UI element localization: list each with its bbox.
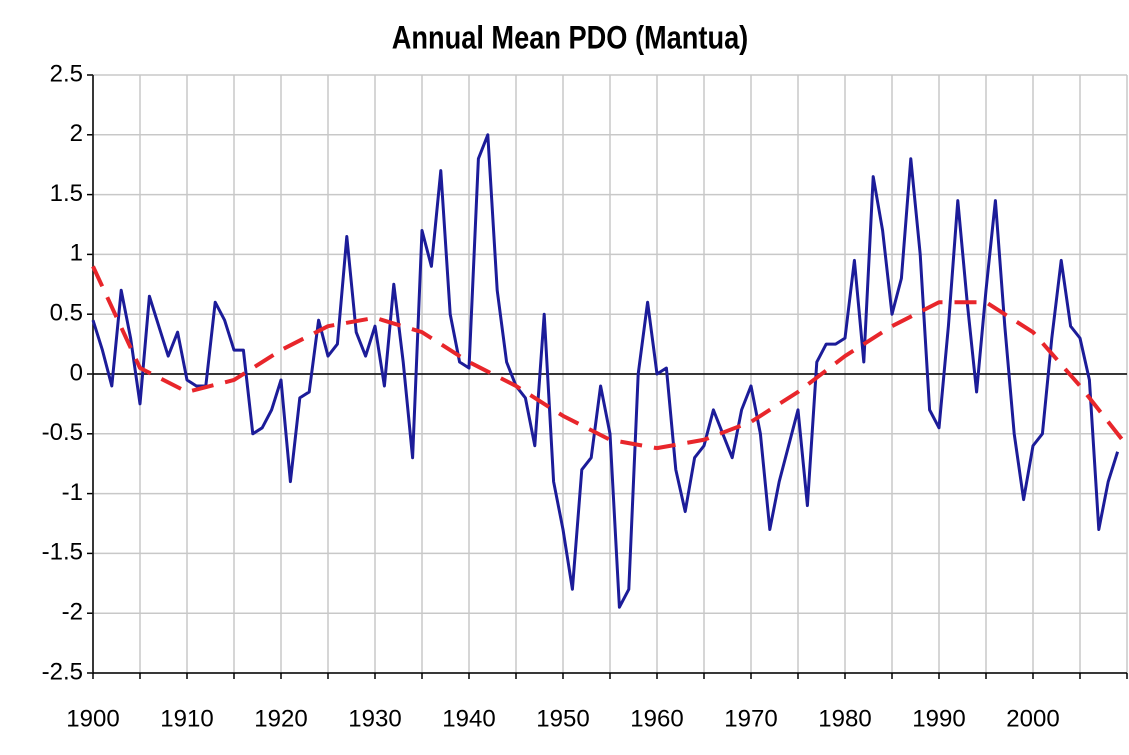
y-tick-label: 1.5 xyxy=(50,180,83,207)
y-tick-label: 0.5 xyxy=(50,300,83,327)
chart-title: Annual Mean PDO (Mantua) xyxy=(392,20,749,56)
x-tick-label: 1940 xyxy=(442,705,495,732)
data-line xyxy=(91,133,1120,609)
y-tick-label: -1.5 xyxy=(42,539,83,566)
y-tick-label: -0.5 xyxy=(42,419,83,446)
x-tick-label: 1960 xyxy=(630,705,683,732)
y-tick-label: 2.5 xyxy=(50,60,83,87)
x-tick-label: 1980 xyxy=(818,705,871,732)
x-tick-label: 1910 xyxy=(160,705,213,732)
x-tick-label: 1950 xyxy=(536,705,589,732)
data-line xyxy=(91,265,1129,451)
y-tick-label: -2.5 xyxy=(42,658,83,685)
y-tick-label: -2 xyxy=(62,599,83,626)
x-tick-label: 2000 xyxy=(1006,705,1059,732)
y-tick-label: 1 xyxy=(70,240,83,267)
x-tick-label: 1900 xyxy=(66,705,119,732)
x-tick-label: 1930 xyxy=(348,705,401,732)
x-tick-label: 1970 xyxy=(724,705,777,732)
y-tick-label: 2 xyxy=(70,120,83,147)
x-tick-label: 1990 xyxy=(912,705,965,732)
y-tick-label: -1 xyxy=(62,479,83,506)
x-tick-label: 1920 xyxy=(254,705,307,732)
y-tick-label: 0 xyxy=(70,359,83,386)
